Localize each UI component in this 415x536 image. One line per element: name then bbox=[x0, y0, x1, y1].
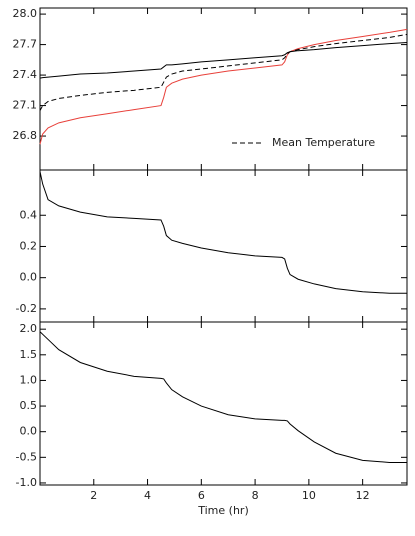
legend-label: Mean Temperature bbox=[272, 136, 375, 149]
series-line bbox=[39, 171, 407, 294]
y-tick-label: 0.0 bbox=[20, 271, 38, 284]
y-tick-label: -1.0 bbox=[16, 476, 37, 489]
x-axis-label: Time (hr) bbox=[197, 504, 249, 517]
y-tick-label: 27.1 bbox=[13, 99, 38, 112]
series-line bbox=[39, 331, 407, 463]
y-tick-label: 28.0 bbox=[13, 7, 38, 20]
y-tick-label: 0.0 bbox=[20, 425, 38, 438]
y-tick-label: 0.2 bbox=[20, 239, 38, 252]
x-tick-label: 6 bbox=[198, 489, 205, 502]
series-line bbox=[39, 33, 408, 111]
series-line bbox=[39, 28, 408, 145]
y-tick-label: -0.5 bbox=[16, 450, 37, 463]
x-tick-label: 10 bbox=[302, 489, 316, 502]
y-tick-label: 1.0 bbox=[20, 373, 38, 386]
series-line bbox=[39, 42, 408, 79]
y-tick-label: 26.8 bbox=[13, 129, 38, 142]
y-tick-label: 0.4 bbox=[20, 208, 38, 221]
y-tick-label: -0.2 bbox=[16, 302, 37, 315]
x-tick-label: 2 bbox=[90, 489, 97, 502]
y-tick-label: 1.5 bbox=[20, 348, 38, 361]
x-tick-label: 8 bbox=[252, 489, 259, 502]
y-tick-label: 27.4 bbox=[13, 68, 38, 81]
y-tick-label: 27.7 bbox=[13, 38, 38, 51]
x-tick-label: 4 bbox=[144, 489, 151, 502]
x-tick-label: 12 bbox=[356, 489, 370, 502]
panel-frame bbox=[39, 169, 408, 323]
y-tick-label: 0.5 bbox=[20, 399, 38, 412]
y-tick-label: 2.0 bbox=[20, 322, 38, 335]
panel-frame bbox=[39, 321, 408, 486]
